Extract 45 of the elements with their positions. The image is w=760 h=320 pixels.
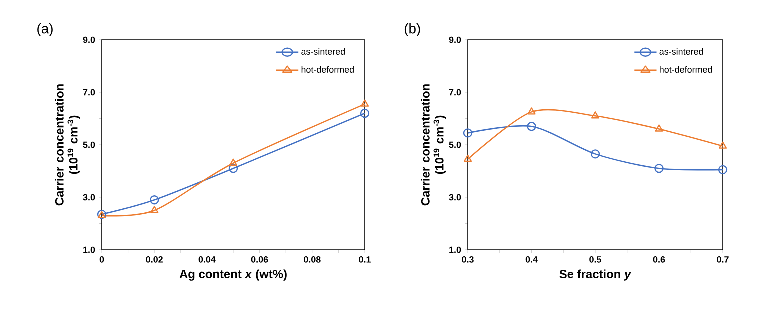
point (463, 128, 473, 138)
x-tick-label: 0.7 (717, 256, 729, 263)
x-axis-title: Se fraction y (560, 270, 632, 281)
point (718, 142, 728, 149)
x-tick-label: 0.02 (146, 256, 163, 263)
text: (b) (404, 23, 420, 36)
point (150, 196, 160, 205)
legend-label: as-sintered (660, 48, 704, 55)
point (229, 158, 238, 166)
y-tick-label: 3.0 (449, 194, 462, 201)
point (591, 112, 600, 119)
point (360, 108, 370, 118)
y-tick-label: 1.0 (450, 246, 462, 254)
point (654, 164, 664, 174)
point (464, 154, 472, 162)
point (718, 165, 728, 175)
x-tick-label: 0.1 (359, 256, 371, 263)
point (590, 150, 600, 159)
x-tick-label: 0.08 (304, 256, 321, 263)
point (228, 164, 238, 174)
x-tick-label: 0.4 (526, 256, 538, 263)
point (655, 124, 664, 132)
y-tick-label: 7.0 (449, 89, 462, 96)
y-tick-label: 7.0 (83, 89, 96, 96)
x-tick-label: 0.06 (251, 256, 268, 263)
y-tick-label: 1.0 (84, 246, 96, 254)
x-tick-label: 0.3 (462, 256, 474, 263)
text: (a) (38, 23, 53, 36)
point (528, 108, 536, 115)
x-tick-label: 0.04 (198, 256, 216, 263)
x-tick-label: 0 (100, 256, 104, 263)
y-tick-label: 9.0 (449, 36, 462, 44)
legend-label: hot-deformed (302, 66, 354, 73)
y-tick-label: 5.0 (83, 142, 96, 148)
legend-label: hot-deformed (660, 66, 712, 73)
y-tick-label: 9.0 (83, 36, 96, 44)
y-tick-label: 3.0 (83, 194, 96, 201)
point (360, 100, 370, 107)
legend-label: as-sintered (302, 48, 345, 55)
y-tick-label: 5.0 (449, 142, 462, 148)
point (150, 206, 159, 214)
x-axis-title: Ag content x (wt%) (180, 270, 287, 281)
x-tick-label: 0.5 (590, 256, 602, 263)
point (527, 122, 536, 132)
x-tick-label: 0.6 (653, 256, 666, 263)
